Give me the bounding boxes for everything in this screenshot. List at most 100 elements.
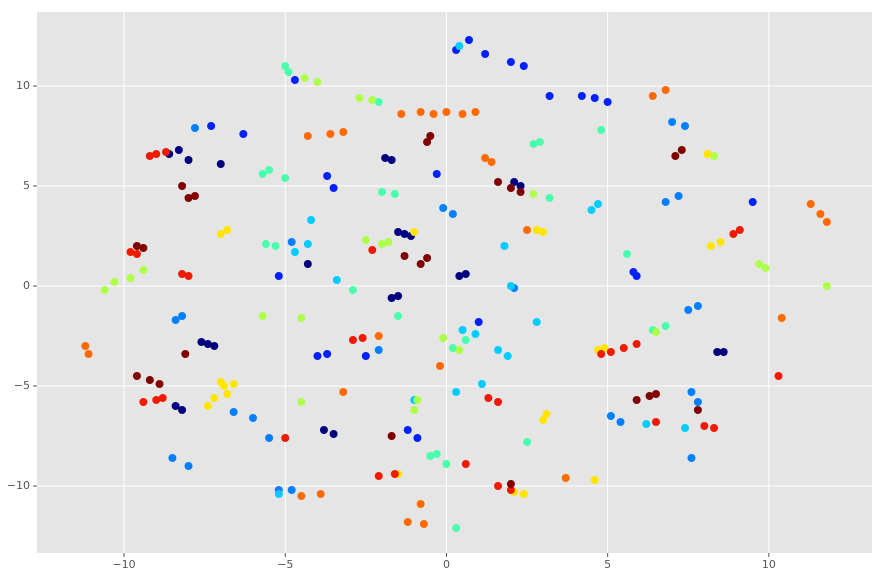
x-tick-label: 5 <box>604 558 611 571</box>
point <box>716 238 725 246</box>
point <box>822 218 831 226</box>
point <box>132 372 141 380</box>
point <box>400 230 409 238</box>
point <box>281 62 290 70</box>
point <box>710 424 719 432</box>
point <box>223 390 232 398</box>
point <box>326 130 335 138</box>
point <box>332 276 341 284</box>
point <box>287 238 296 246</box>
point <box>606 348 615 356</box>
point <box>593 200 602 208</box>
point <box>439 204 448 212</box>
point <box>390 470 399 478</box>
point <box>229 380 238 388</box>
point <box>458 326 467 334</box>
point <box>303 240 312 248</box>
point <box>622 250 631 258</box>
point <box>249 414 258 422</box>
point <box>687 388 696 396</box>
point <box>651 418 660 426</box>
point <box>432 450 441 458</box>
point <box>597 350 606 358</box>
point <box>258 170 267 178</box>
point <box>671 152 680 160</box>
point <box>216 160 225 168</box>
point <box>561 474 570 482</box>
point <box>500 242 509 250</box>
point <box>139 244 148 252</box>
point <box>223 226 232 234</box>
point <box>706 242 715 250</box>
point <box>394 292 403 300</box>
point <box>361 236 370 244</box>
point <box>387 156 396 164</box>
point <box>506 480 515 488</box>
point <box>394 312 403 320</box>
point <box>619 344 628 352</box>
point <box>297 492 306 500</box>
point <box>684 306 693 314</box>
point <box>506 486 515 494</box>
point <box>645 392 654 400</box>
point <box>145 152 154 160</box>
point <box>403 518 412 526</box>
point <box>416 500 425 508</box>
point <box>494 398 503 406</box>
point <box>348 336 357 344</box>
point <box>210 342 219 350</box>
point <box>126 248 135 256</box>
point <box>319 426 328 434</box>
point <box>542 410 551 418</box>
point <box>651 328 660 336</box>
point <box>197 338 206 346</box>
point <box>381 154 390 162</box>
point <box>600 344 609 352</box>
point <box>174 146 183 154</box>
point <box>271 242 280 250</box>
point <box>110 278 119 286</box>
point <box>265 166 274 174</box>
point <box>471 108 480 116</box>
point <box>661 322 670 330</box>
point <box>426 452 435 460</box>
point <box>284 68 293 76</box>
point <box>84 350 93 358</box>
point <box>210 394 219 402</box>
point <box>316 490 325 498</box>
point <box>523 438 532 446</box>
x-tick-label: −5 <box>277 558 293 571</box>
point <box>152 396 161 404</box>
point <box>432 170 441 178</box>
point <box>158 394 167 402</box>
point <box>484 394 493 402</box>
point <box>516 188 525 196</box>
point <box>145 376 154 384</box>
point <box>139 398 148 406</box>
point <box>435 362 444 370</box>
point <box>374 472 383 480</box>
point <box>184 272 193 280</box>
point <box>390 190 399 198</box>
point <box>642 420 651 428</box>
point <box>494 178 503 186</box>
point <box>410 406 419 414</box>
point <box>713 348 722 356</box>
x-tick-label: −10 <box>112 558 135 571</box>
point <box>258 312 267 320</box>
point <box>442 108 451 116</box>
point <box>700 422 709 430</box>
point <box>281 174 290 182</box>
point <box>632 340 641 348</box>
point <box>216 378 225 386</box>
point <box>577 92 586 100</box>
point <box>529 190 538 198</box>
point <box>181 350 190 358</box>
point <box>413 396 422 404</box>
point <box>616 418 625 426</box>
point <box>126 274 135 282</box>
y-tick-label: 5 <box>23 179 30 192</box>
point <box>184 194 193 202</box>
point <box>481 50 490 58</box>
point <box>384 238 393 246</box>
